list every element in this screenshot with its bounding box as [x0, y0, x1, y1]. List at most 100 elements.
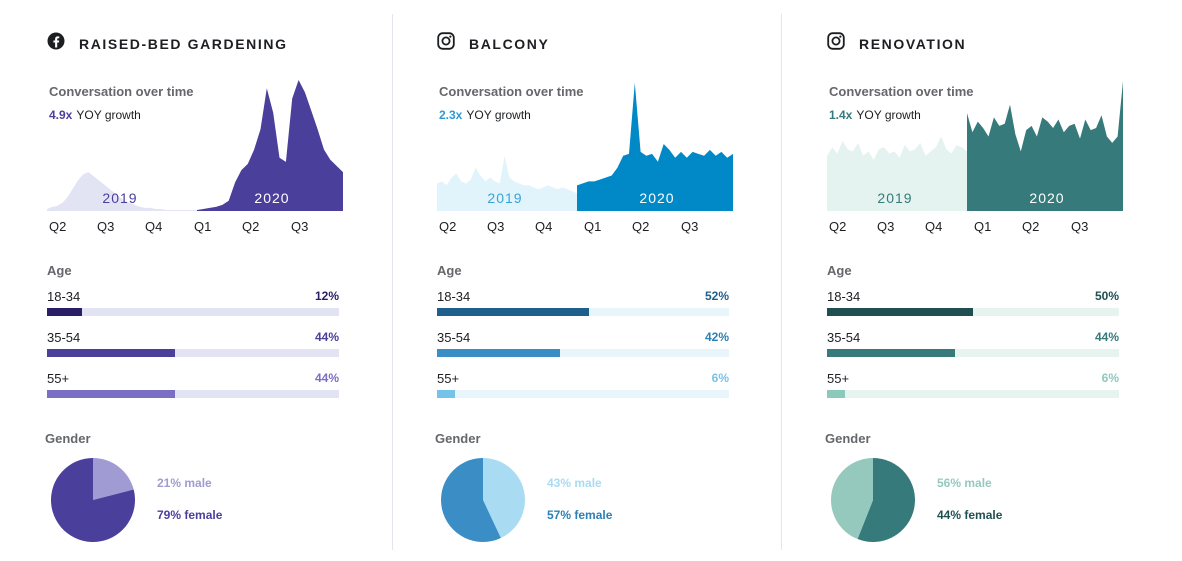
age-group-label: 35-54 — [47, 330, 81, 345]
age-bar-track — [437, 349, 729, 357]
age-bar-track — [827, 390, 1119, 398]
gender-pie-chart — [831, 458, 916, 542]
yoy-growth: 4.9x YOY growth — [49, 108, 141, 122]
pie-slice-male — [483, 458, 525, 538]
age-bar-fill — [437, 349, 560, 357]
age-group-pct: 52% — [704, 289, 729, 303]
x-tick-label: Q2 — [49, 219, 66, 234]
year-label-2019: 2019 — [102, 190, 137, 206]
growth-value: 1.4x — [829, 108, 853, 122]
age-label: Age — [827, 263, 852, 278]
age-bar-fill — [47, 349, 176, 357]
growth-value: 2.3x — [439, 108, 463, 122]
growth-label: YOY growth — [856, 108, 921, 122]
age-group-label: 35-54 — [827, 330, 861, 345]
age-group-label: 55+ — [827, 371, 850, 386]
male-legend: 21% male — [157, 476, 212, 490]
x-tick-label: Q2 — [829, 219, 846, 234]
panel-divider — [392, 14, 393, 550]
yoy-growth: 2.3x YOY growth — [439, 108, 531, 122]
panel-title: BALCONY — [469, 35, 550, 52]
conversation-area-chart: 2019 2020 Q2 Q3 Q4 Q1 Q2 Q3 — [827, 81, 1123, 234]
conversation-area-chart: 2019 2020 Q2 Q3 Q4 Q1 Q2 Q3 — [47, 80, 343, 234]
x-tick-label: Q2 — [632, 219, 649, 234]
topic-panel-raised-bed-gardening: RAISED-BED GARDENING Conversation over t… — [45, 0, 377, 561]
year-label-2019: 2019 — [487, 190, 522, 206]
age-group-pct: 12% — [314, 289, 339, 303]
panel-header: RENOVATION — [827, 32, 966, 55]
x-tick-label: Q3 — [487, 219, 504, 234]
male-legend: 43% male — [547, 476, 602, 490]
instagram-icon — [827, 32, 845, 50]
age-group-label: 55+ — [437, 371, 460, 386]
age-group-pct: 42% — [704, 330, 729, 344]
area-series-2019 — [437, 155, 577, 211]
age-bar-fill — [437, 308, 589, 316]
x-tick-label: Q3 — [1071, 219, 1088, 234]
age-bar-fill — [47, 390, 176, 398]
male-legend: 56% male — [937, 476, 992, 490]
age-bar-track — [47, 308, 339, 316]
age-group-label: 18-34 — [437, 289, 471, 304]
area-series-2020 — [967, 81, 1123, 211]
panel-title: RENOVATION — [859, 35, 967, 52]
age-group-pct: 6% — [711, 371, 729, 385]
age-group-pct: 44% — [314, 371, 339, 385]
female-legend: 44% female — [937, 508, 1003, 522]
x-tick-label: Q2 — [242, 219, 259, 234]
age-bar-track — [47, 349, 339, 357]
panel-title: RAISED-BED GARDENING — [79, 35, 288, 52]
x-tick-label: Q2 — [439, 219, 456, 234]
gender-label: Gender — [435, 431, 481, 446]
year-label-2020: 2020 — [1029, 190, 1064, 206]
conversation-label: Conversation over time — [49, 84, 194, 99]
age-bar-fill — [827, 390, 845, 398]
age-label: Age — [437, 263, 462, 278]
x-tick-label: Q3 — [877, 219, 894, 234]
facebook-icon — [47, 32, 65, 50]
age-group-label: 18-34 — [827, 289, 861, 304]
area-series-2020 — [197, 80, 343, 211]
x-tick-label: Q4 — [925, 219, 942, 234]
panel-divider — [781, 14, 782, 550]
gender-label: Gender — [45, 431, 91, 446]
gender-label: Gender — [825, 431, 871, 446]
age-bar-track — [437, 390, 729, 398]
age-bar-fill — [47, 308, 83, 316]
x-tick-label: Q3 — [97, 219, 114, 234]
age-group-label: 18-34 — [47, 289, 81, 304]
x-tick-label: Q1 — [974, 219, 991, 234]
conversation-label: Conversation over time — [439, 84, 584, 99]
age-bar-fill — [437, 390, 455, 398]
female-legend: 79% female — [157, 508, 223, 522]
age-bar-fill — [827, 349, 956, 357]
conversation-label: Conversation over time — [829, 84, 974, 99]
conversation-area-chart: 2019 2020 Q2 Q3 Q4 Q1 Q2 Q3 — [437, 82, 733, 234]
growth-label: YOY growth — [76, 108, 141, 122]
age-group-pct: 6% — [1101, 371, 1119, 385]
instagram-icon — [437, 32, 455, 50]
panel-header: BALCONY — [437, 32, 549, 55]
area-series-2019 — [47, 172, 197, 211]
year-label-2019: 2019 — [877, 190, 912, 206]
pie-slice-female — [831, 458, 873, 540]
age-group-pct: 44% — [1094, 330, 1119, 344]
age-bar-track — [47, 390, 339, 398]
female-legend: 57% female — [547, 508, 613, 522]
age-bar-fill — [827, 308, 973, 316]
age-group-pct: 44% — [314, 330, 339, 344]
yoy-growth: 1.4x YOY growth — [829, 108, 921, 122]
age-group-label: 55+ — [47, 371, 70, 386]
age-bar-track — [437, 308, 729, 316]
gender-pie-chart — [440, 458, 525, 542]
age-group-pct: 50% — [1094, 289, 1119, 303]
topic-panel-renovation: RENOVATION Conversation over time 1.4x YO… — [825, 0, 1157, 561]
pie-slice-female — [440, 458, 501, 542]
age-bar-track — [827, 308, 1119, 316]
pie-slice-male — [93, 458, 134, 500]
gender-pie-chart — [50, 458, 135, 542]
x-tick-label: Q4 — [535, 219, 552, 234]
age-label: Age — [47, 263, 72, 278]
panel-header: RAISED-BED GARDENING — [47, 32, 288, 55]
x-tick-label: Q1 — [584, 219, 601, 234]
